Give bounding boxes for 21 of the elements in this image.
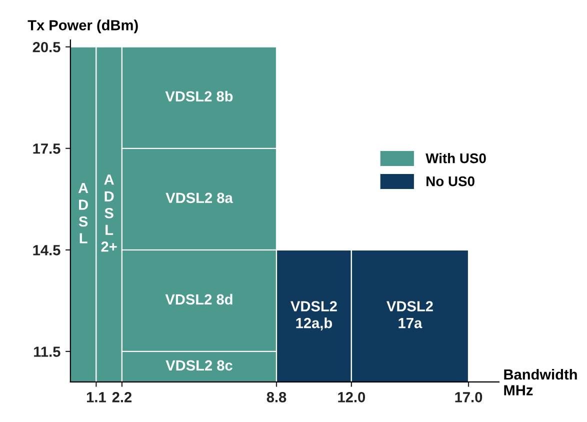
y-tick-label: 11.5 [34,346,60,357]
annotation: A D S L [78,182,88,244]
y-tick-label: 14.5 [33,245,60,256]
legend-label: With US0 [426,153,486,164]
x-tick-label: 12.0 [338,392,366,402]
annotation: VDSL2 12a,b [290,301,337,330]
y-tick-label: 20.5 [32,42,60,52]
y-axis-title: Tx Power (dBm) [28,20,138,34]
annotation: VDSL2 8a [166,192,233,204]
x-tick-label: 8.8 [266,392,286,402]
annotation: VDSL2 17a [386,301,433,328]
x-axis-title: Bandwidth MHz [504,368,577,396]
legend-label: No US0 [426,176,474,186]
y-tick-label: 17.5 [33,144,60,154]
x-tick-label: 17.0 [455,392,482,402]
x-tick-label: 1.1 [86,392,106,402]
x-tick-label: 2.2 [112,392,132,402]
annotation: VDSL2 8d [165,294,232,305]
annotation: A D S L 2+ [101,174,117,252]
annotation: VDSL2 8b [165,90,233,102]
annotation: VDSL2 8c [166,360,232,371]
